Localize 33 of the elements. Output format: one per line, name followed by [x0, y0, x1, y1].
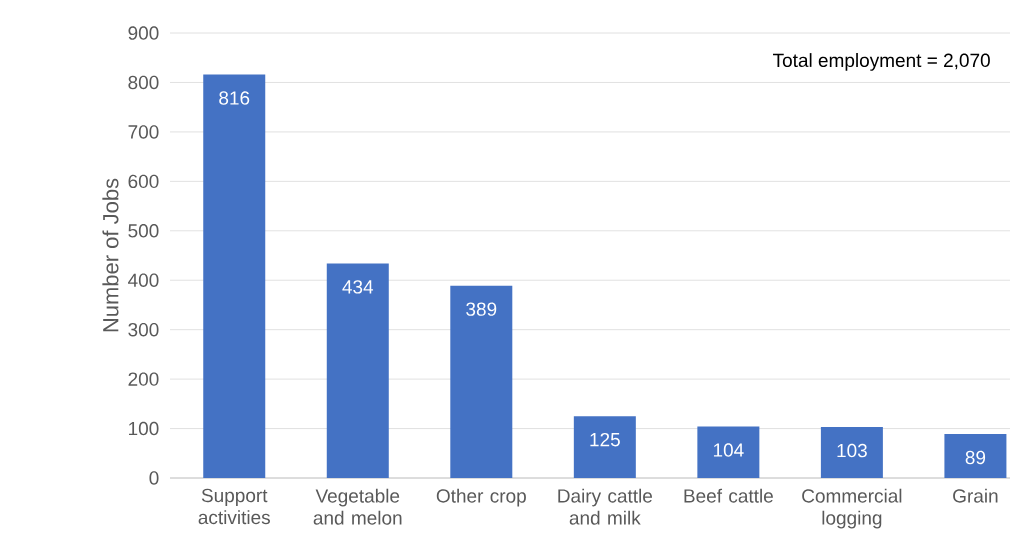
annotation: Total employment = 2,070 [773, 53, 990, 71]
data-label: 816 [219, 91, 250, 105]
data-label: 103 [837, 443, 867, 458]
y-tick-label: 600 [128, 174, 159, 189]
y-tick-label: 300 [128, 322, 159, 337]
data-label: 434 [342, 280, 374, 294]
x-tick-label: Beef cattle [684, 488, 773, 503]
y-tick-label: 700 [128, 125, 159, 139]
y-tick-label: 800 [128, 75, 159, 90]
data-label: 89 [965, 450, 986, 465]
x-tick-label: Support activities [198, 488, 270, 525]
x-tick-label: Commercial logging [802, 488, 902, 529]
y-tick-label: 900 [128, 26, 159, 40]
x-tick-label: Dairy cattle and milk [558, 488, 653, 525]
x-tick-label: Grain [953, 488, 998, 503]
data-label: 389 [466, 302, 497, 316]
bar [697, 426, 760, 478]
y-axis-title: Number of Jobs [102, 178, 119, 332]
data-label: 104 [713, 443, 744, 457]
y-tick-label: 200 [128, 372, 159, 386]
bar [820, 427, 883, 478]
x-tick-label: Other crop [436, 488, 526, 507]
bar [573, 416, 636, 478]
x-tick-label: Vegetable and melon [313, 488, 402, 525]
bar [326, 263, 389, 478]
y-tick-label: 500 [128, 224, 159, 238]
y-tick-label: 0 [149, 471, 159, 485]
y-tick-label: 400 [128, 273, 159, 287]
bar [450, 285, 513, 478]
data-label: 125 [590, 432, 620, 447]
bar [944, 434, 1007, 478]
bar [203, 74, 266, 478]
y-tick-label: 100 [129, 421, 159, 436]
